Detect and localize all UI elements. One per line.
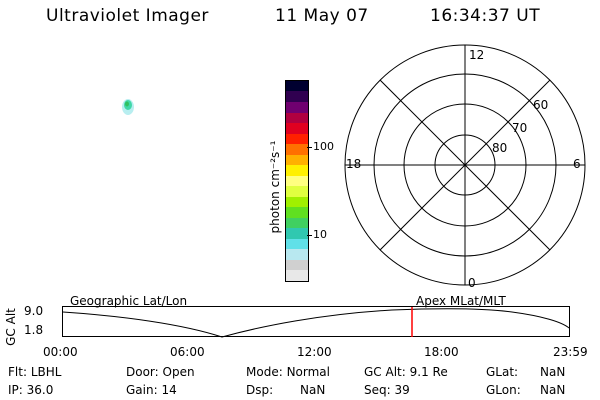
status-gain: Gain: 14 [126, 383, 177, 397]
mode-value: Normal [286, 365, 330, 379]
colorbar-segment [286, 133, 308, 145]
gcalt-label: GC Alt: [364, 365, 406, 379]
colorbar-segment [286, 270, 308, 281]
mlt-label-18: 18 [346, 157, 361, 171]
timeline-yaxis-label: GC Alt [3, 308, 18, 346]
color-bar [285, 80, 309, 282]
xtick-0600: 06:00 [170, 345, 205, 359]
mode-label: Mode: [246, 365, 283, 379]
colorbar-segment [286, 238, 308, 250]
timeline-plot [62, 306, 570, 338]
seq-label: Seq: [364, 383, 391, 397]
status-glat-value: NaN [540, 365, 566, 379]
colorbar-segment [286, 123, 308, 134]
colorbar-tick-100 [307, 147, 312, 148]
gc-alt-curve [62, 308, 570, 338]
uv-image-panel [122, 99, 134, 115]
status-flt: Flt: LBHL [8, 365, 61, 379]
app-title: Ultraviolet Imager [46, 6, 209, 26]
colorbar-segment [286, 186, 308, 197]
colorbar-segment [286, 196, 308, 208]
ip-label: IP: [8, 383, 23, 397]
xtick-1800: 18:00 [424, 345, 459, 359]
status-glat-label: GLat: [486, 365, 519, 379]
colorbar-segment [286, 91, 308, 102]
timeline-left-caption: Geographic Lat/Lon [70, 294, 188, 308]
xtick-1200: 12:00 [297, 345, 332, 359]
status-glon-label: GLon: [486, 383, 521, 397]
status-door: Door: Open [126, 365, 195, 379]
colorbar-segment [286, 259, 308, 271]
status-glon-value: NaN [540, 383, 566, 397]
flt-value: LBHL [30, 365, 62, 379]
flt-label: Flt: [8, 365, 27, 379]
colorbar-segment [286, 144, 308, 155]
image-date: 11 May 07 [275, 6, 369, 26]
polar-grid: 12 18 6 0 60 70 80 [344, 44, 586, 290]
colorbar-tick-10 [307, 235, 312, 236]
timeline-right-caption: Apex MLat/MLT [416, 294, 506, 308]
colorbar-segment [286, 228, 308, 239]
xtick-2359: 23:59 [553, 345, 588, 359]
timeline-ymin: 1.8 [24, 323, 44, 337]
colorbar-segment [286, 249, 308, 260]
mlat-label-80: 80 [492, 141, 507, 155]
image-time: 16:34:37 UT [430, 6, 541, 26]
colorbar-segment [286, 112, 308, 124]
gcalt-value: 9.1 Re [409, 365, 448, 379]
colorbar-unit-label: photon cm⁻²s⁻¹ [268, 140, 282, 234]
colorbar-segment [286, 207, 308, 218]
timeline-frame [62, 306, 570, 337]
gain-value: 14 [161, 383, 177, 397]
colorbar-segment [286, 101, 308, 113]
colorbar-label-100: 100 [313, 140, 334, 153]
door-value: Open [162, 365, 195, 379]
colorbar-segment [286, 165, 308, 176]
timeline-ymax: 9.0 [24, 304, 44, 318]
door-label: Door: [126, 365, 159, 379]
mlat-label-70: 70 [512, 121, 527, 135]
xtick-0000: 00:00 [43, 345, 78, 359]
gain-label: Gain: [126, 383, 158, 397]
status-mode: Mode: Normal [246, 365, 330, 379]
status-dsp-value: NaN [300, 383, 326, 397]
mlat-label-60: 60 [533, 98, 548, 112]
status-gcalt: GC Alt: 9.1 Re [364, 365, 448, 379]
status-dsp-label: Dsp: [246, 383, 274, 397]
mlt-label-12: 12 [469, 48, 484, 62]
colorbar-label-10: 10 [313, 228, 327, 241]
aurora-spot-core [125, 101, 129, 107]
colorbar-segment [286, 154, 308, 166]
ip-value: 36.0 [26, 383, 54, 397]
diagonal-2 [379, 79, 551, 251]
seq-value: 39 [394, 383, 410, 397]
colorbar-segment [286, 80, 308, 92]
mlt-label-0: 0 [468, 276, 476, 290]
mlt-label-6: 6 [573, 157, 581, 171]
status-ip: IP: 36.0 [8, 383, 53, 397]
colorbar-segment [286, 217, 308, 229]
colorbar-segment [286, 175, 308, 187]
status-seq: Seq: 39 [364, 383, 410, 397]
